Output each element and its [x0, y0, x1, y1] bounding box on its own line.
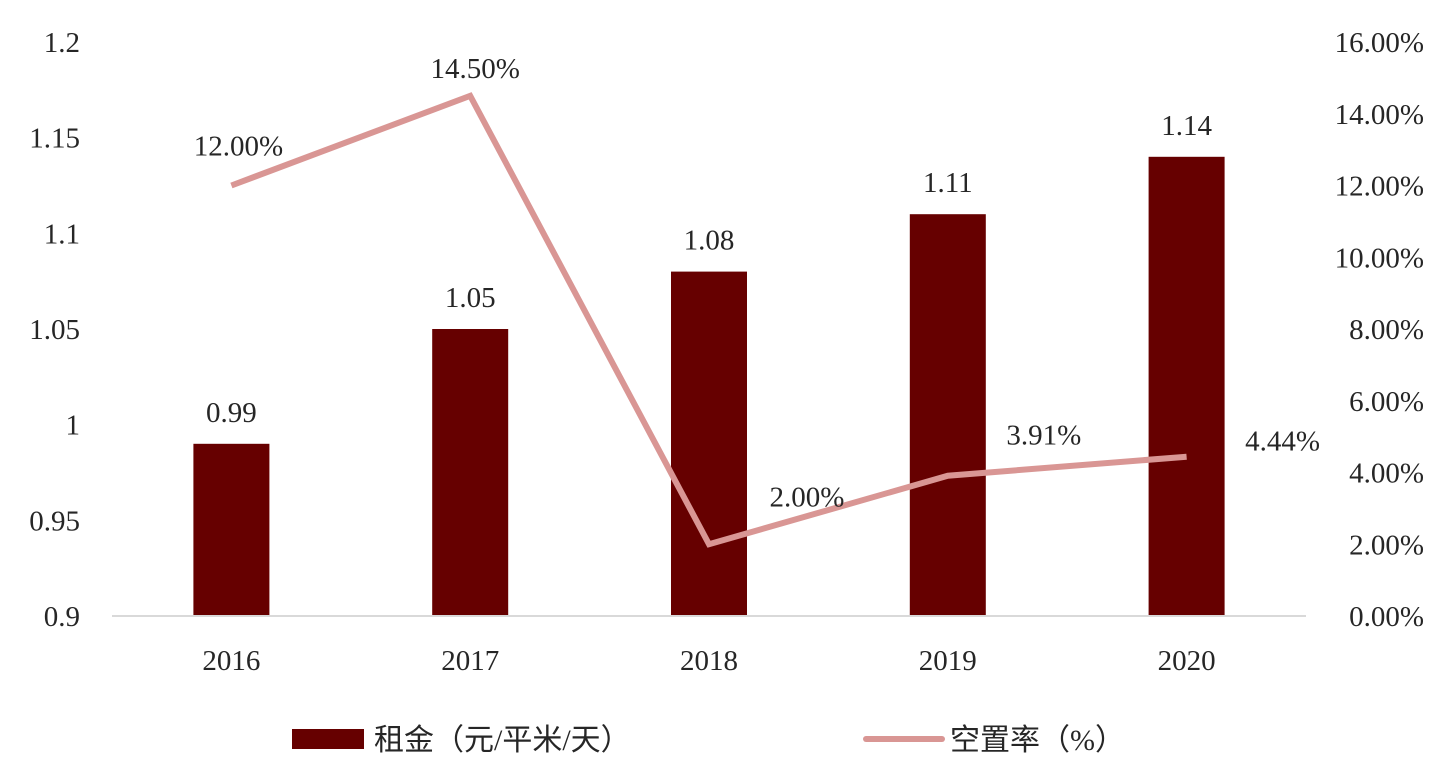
- left-tick-label: 1.1: [44, 218, 80, 250]
- right-tick-label: 14.00%: [1335, 99, 1424, 131]
- x-tick-label: 2016: [202, 645, 260, 677]
- bar-data-label: 1.14: [1161, 110, 1212, 142]
- x-tick-label: 2018: [680, 645, 738, 677]
- bar-data-label: 1.05: [445, 282, 496, 314]
- bar-2019: [909, 214, 986, 616]
- right-axis-ticks: 0.00% 2.00% 4.00% 6.00% 8.00% 10.00% 12.00% 14.…: [1335, 27, 1424, 633]
- line-data-label: 3.91%: [1006, 420, 1081, 452]
- bar-data-label: 0.99: [206, 397, 257, 429]
- right-tick-label: 0.00%: [1349, 601, 1424, 633]
- left-tick-label: 1.2: [44, 27, 80, 59]
- left-tick-label: 1.15: [29, 123, 80, 155]
- line-data-label: 4.44%: [1245, 426, 1320, 458]
- bar-2017: [432, 329, 509, 616]
- bar-data-label: 1.11: [923, 167, 973, 199]
- left-tick-label: 1.05: [29, 314, 80, 346]
- bar-2018: [671, 271, 747, 616]
- left-axis-ticks: 0.9 0.95 1 1.05 1.1 1.15 1.2: [29, 27, 80, 633]
- line-data-label: 14.50%: [430, 53, 519, 85]
- right-tick-label: 8.00%: [1349, 314, 1424, 346]
- bar-data-labels: 0.99 1.05 1.08 1.11 1.14: [206, 110, 1212, 429]
- left-tick-label: 0.9: [44, 601, 80, 633]
- x-tick-label: 2017: [441, 645, 499, 677]
- bar-2020: [1148, 156, 1225, 617]
- line-series: [230, 92, 1187, 548]
- right-tick-label: 10.00%: [1335, 242, 1424, 274]
- bar-2016: [193, 443, 270, 616]
- x-tick-label: 2019: [919, 645, 977, 677]
- line-data-label: 12.00%: [194, 131, 283, 163]
- legend-line-label: 空置率（%）: [950, 724, 1125, 757]
- line-data-label: 2.00%: [770, 481, 845, 513]
- legend-bar-swatch: [292, 729, 364, 749]
- bar-series: [193, 156, 1225, 617]
- x-tick-label: 2020: [1158, 645, 1216, 677]
- right-tick-label: 6.00%: [1349, 386, 1424, 418]
- right-tick-label: 12.00%: [1335, 171, 1424, 203]
- left-tick-label: 0.95: [29, 505, 80, 537]
- right-tick-label: 2.00%: [1349, 529, 1424, 561]
- right-tick-label: 4.00%: [1349, 458, 1424, 490]
- x-axis-ticks: 2016 2017 2018 2019 2020: [202, 645, 1215, 677]
- line-data-labels: 12.00% 14.50% 2.00% 3.91% 4.44%: [194, 53, 1320, 513]
- legend: 租金（元/平米/天） 空置率（%）: [292, 724, 1125, 757]
- bar-data-label: 1.08: [684, 225, 735, 257]
- right-tick-label: 16.00%: [1335, 27, 1424, 59]
- left-tick-label: 1: [66, 410, 81, 442]
- legend-bar-label: 租金（元/平米/天）: [374, 724, 631, 757]
